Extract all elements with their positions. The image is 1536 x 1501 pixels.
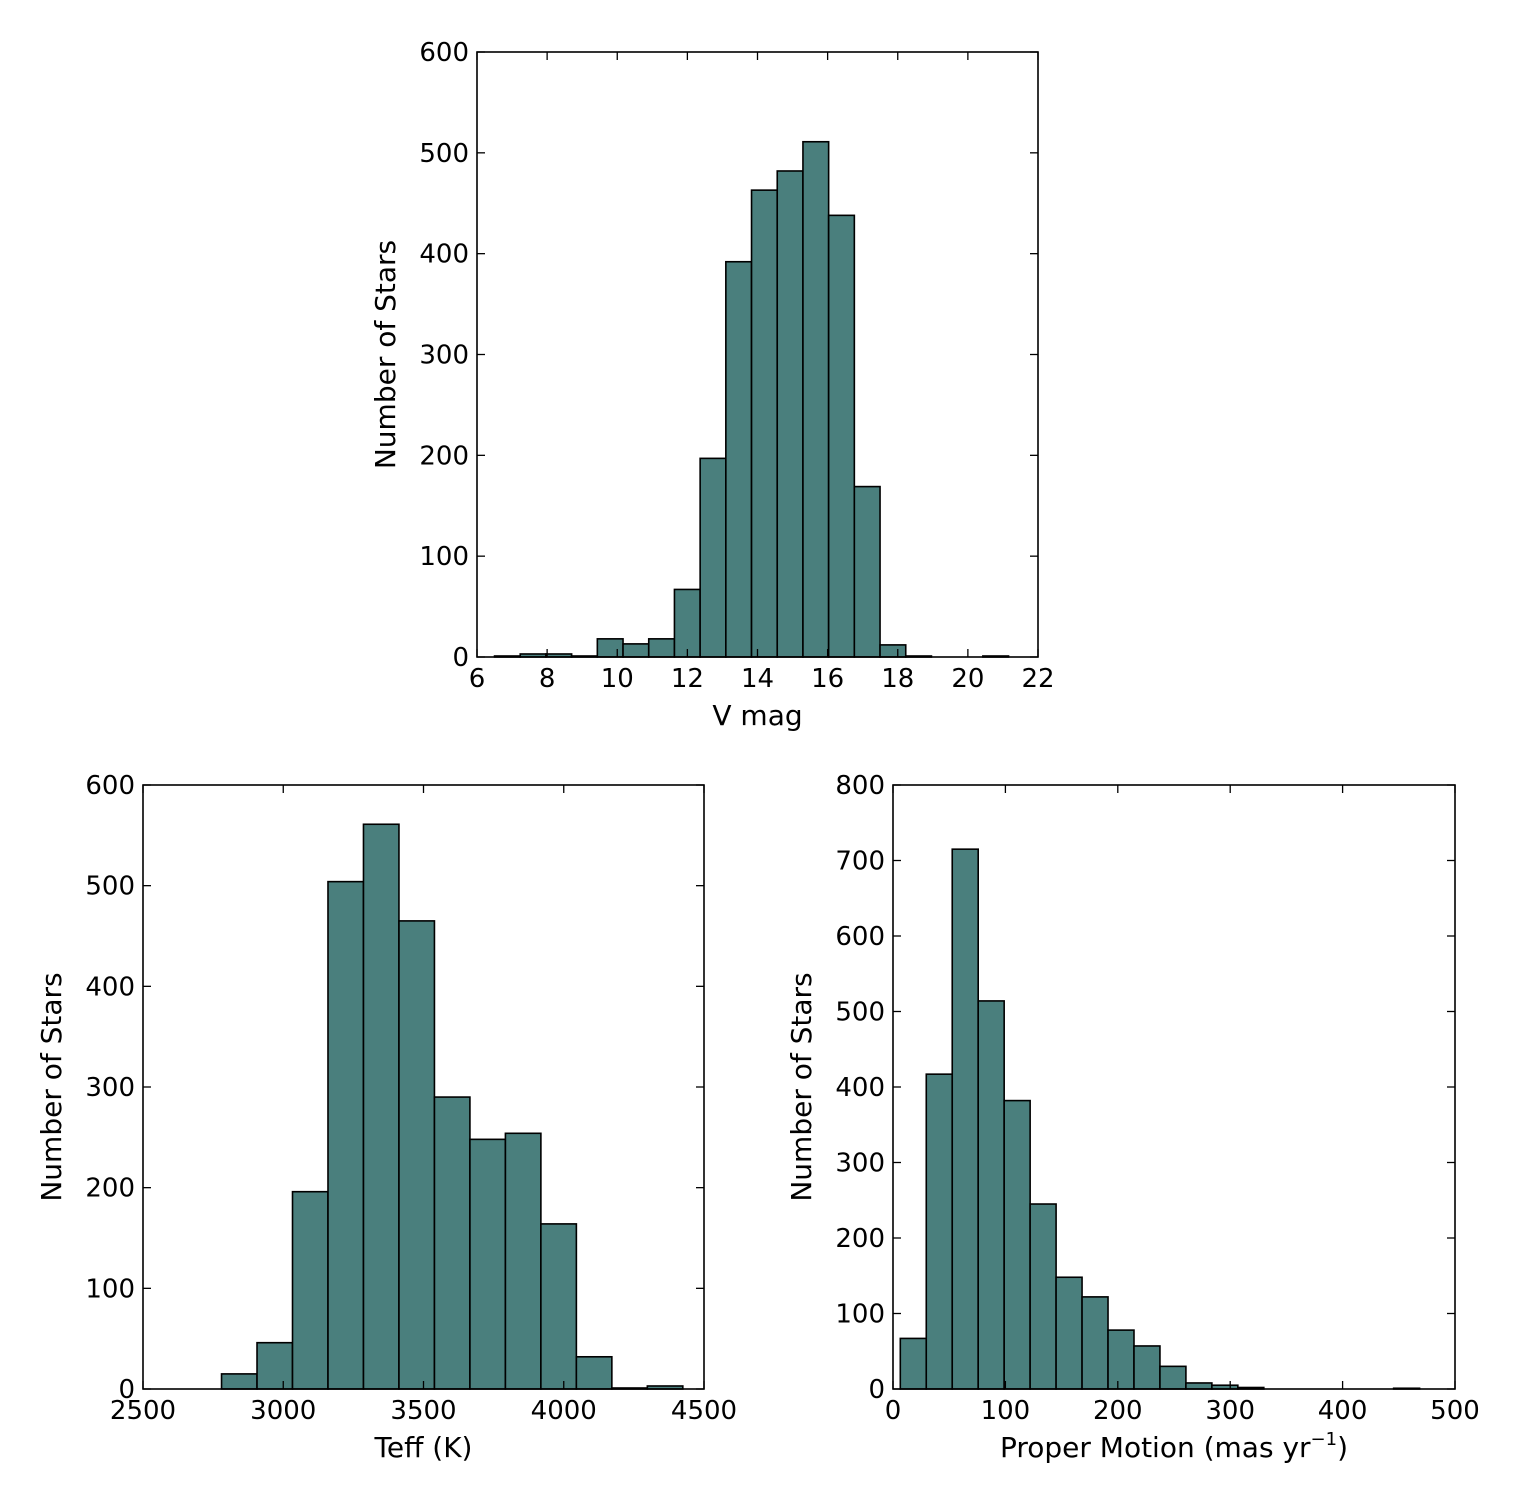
x-tick-label: 200 bbox=[1093, 1396, 1143, 1426]
histogram-bar bbox=[622, 643, 650, 658]
x-tick-label: 500 bbox=[1430, 1396, 1480, 1426]
y-tick-label: 600 bbox=[835, 922, 885, 952]
y-tick-label: 500 bbox=[835, 998, 885, 1028]
y-axis-label: Number of Stars bbox=[35, 972, 68, 1201]
histogram-bar bbox=[1133, 1345, 1161, 1390]
histogram-bar bbox=[1159, 1365, 1187, 1390]
histogram-bar bbox=[220, 1373, 258, 1390]
y-tick-label: 800 bbox=[835, 771, 885, 801]
y-tick-label: 600 bbox=[85, 771, 135, 801]
bars bbox=[899, 848, 1421, 1390]
teff-histogram: 2500 3000 3500 4000 4500 0 100 200 300 400 500 600 T… bbox=[35, 771, 737, 1464]
x-axis-label: Teff (K) bbox=[374, 1431, 473, 1464]
histogram-bar bbox=[291, 1190, 329, 1390]
histogram-bar bbox=[1055, 1276, 1083, 1390]
y-tick-label: 200 bbox=[835, 1224, 885, 1254]
histogram-bar bbox=[925, 1073, 954, 1390]
y-tick-label: 0 bbox=[118, 1375, 135, 1405]
vmag-histogram: 6 8 10 12 14 16 18 20 22 0 100 200 300 400 500 600 V mag… bbox=[369, 38, 1055, 732]
x-tick-label: 4000 bbox=[531, 1396, 597, 1426]
x-tick-label: 10 bbox=[601, 664, 634, 694]
histogram-bar bbox=[1185, 1382, 1213, 1390]
histogram-bar bbox=[776, 170, 804, 658]
x-tick-label: 3000 bbox=[250, 1396, 316, 1426]
x-axis-label-superscript: −1 bbox=[1311, 1429, 1338, 1450]
histogram-bar bbox=[596, 638, 624, 658]
histogram-bar bbox=[1029, 1203, 1057, 1390]
x-tick-label: 300 bbox=[1205, 1396, 1255, 1426]
x-tick-label: 3500 bbox=[390, 1396, 456, 1426]
x-tick-label: 2500 bbox=[110, 1396, 176, 1426]
histogram-bar bbox=[1081, 1296, 1109, 1390]
x-axis-label: Proper Motion (mas yr−1) bbox=[1000, 1429, 1348, 1464]
y-tick-label: 100 bbox=[835, 1300, 885, 1330]
x-tick-label: 6 bbox=[469, 664, 486, 694]
y-tick-label: 300 bbox=[85, 1073, 135, 1103]
bars bbox=[493, 140, 1010, 658]
y-tick-label: 0 bbox=[868, 1375, 885, 1405]
histogram-bar bbox=[951, 848, 979, 1390]
x-tick-label: 16 bbox=[811, 664, 844, 694]
y-tick-label: 200 bbox=[419, 441, 469, 471]
y-tick-label: 400 bbox=[419, 240, 469, 270]
histogram-bar bbox=[802, 140, 830, 658]
y-tick-label: 100 bbox=[419, 542, 469, 572]
histogram-bar bbox=[899, 1337, 928, 1390]
x-tick-label: 22 bbox=[1021, 664, 1054, 694]
y-tick-label: 400 bbox=[85, 972, 135, 1002]
histogram-bar bbox=[879, 644, 907, 658]
y-tick-label: 700 bbox=[835, 847, 885, 877]
histogram-bar bbox=[256, 1341, 294, 1390]
histogram-bar bbox=[504, 1132, 542, 1390]
y-tick-label: 600 bbox=[419, 38, 469, 68]
x-tick-label: 0 bbox=[885, 1396, 902, 1426]
x-tick-label: 18 bbox=[881, 664, 914, 694]
y-axis-label: Number of Stars bbox=[369, 240, 402, 469]
y-tick-label: 500 bbox=[85, 872, 135, 902]
histogram-bar bbox=[725, 260, 753, 658]
x-tick-label: 14 bbox=[741, 664, 774, 694]
x-tick-label: 400 bbox=[1318, 1396, 1368, 1426]
histogram-bar bbox=[540, 1223, 578, 1390]
x-tick-label: 8 bbox=[539, 664, 556, 694]
y-tick-label: 300 bbox=[419, 341, 469, 371]
histogram-bar bbox=[398, 920, 436, 1390]
histogram-bar bbox=[433, 1096, 471, 1390]
histogram-bar bbox=[327, 880, 365, 1390]
x-axis-label-end: ) bbox=[1337, 1431, 1348, 1464]
proper-motion-histogram: 0 100 200 300 400 500 0 100 200 300 400 500 600 700 80… bbox=[785, 771, 1480, 1464]
y-tick-label: 300 bbox=[835, 1149, 885, 1179]
histogram-bar bbox=[699, 457, 727, 658]
y-tick-label: 500 bbox=[419, 139, 469, 169]
histogram-bar bbox=[1107, 1329, 1135, 1390]
y-axis-label: Number of Stars bbox=[785, 972, 818, 1201]
histogram-bar bbox=[647, 638, 676, 658]
y-tick-label: 0 bbox=[452, 643, 469, 673]
y-tick-label: 100 bbox=[85, 1274, 135, 1304]
x-tick-label: 20 bbox=[951, 664, 984, 694]
x-axis-label: V mag bbox=[712, 699, 802, 732]
histogram-bar bbox=[575, 1355, 613, 1390]
bars bbox=[220, 823, 684, 1390]
x-tick-label: 4500 bbox=[671, 1396, 737, 1426]
histogram-bar bbox=[362, 823, 400, 1390]
histogram-bar bbox=[853, 485, 881, 658]
histogram-bar bbox=[827, 214, 856, 658]
histogram-bar bbox=[750, 189, 779, 658]
histogram-bar bbox=[977, 1000, 1005, 1390]
x-tick-label: 100 bbox=[981, 1396, 1031, 1426]
histogram-bar bbox=[469, 1138, 507, 1390]
histogram-bar bbox=[673, 588, 701, 658]
x-tick-label: 12 bbox=[671, 664, 704, 694]
histogram-bar bbox=[1003, 1099, 1031, 1390]
y-tick-label: 200 bbox=[85, 1174, 135, 1204]
y-tick-label: 400 bbox=[835, 1073, 885, 1103]
